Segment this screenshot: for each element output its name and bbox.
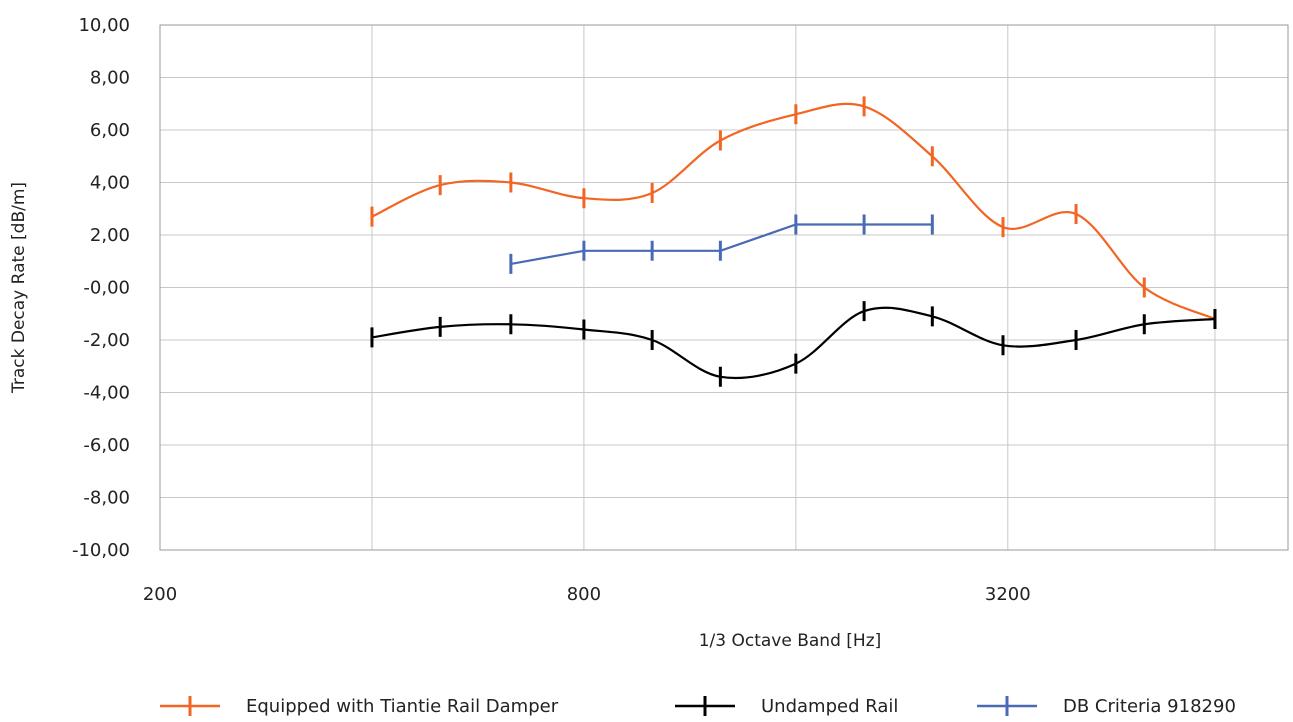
x-axis-ticks: 200 800 3200 <box>143 584 1031 605</box>
series-3 <box>509 214 934 274</box>
legend-label: Undamped Rail <box>761 696 898 717</box>
y-tick-label: -8,00 <box>83 488 130 509</box>
y-axis-ticks: 10,00 8,00 6,00 4,00 2,00 -0,00 -2,00 -4,00 -6,0… <box>72 15 130 561</box>
x-tick-label: 3200 <box>985 584 1031 605</box>
legend-item: Undamped Rail <box>675 696 898 717</box>
legend-item: Equipped with Tiantie Rail Damper <box>160 696 559 717</box>
y-axis-label: Track Decay Rate [dB/m] <box>9 182 29 394</box>
x-tick-label: 800 <box>567 584 601 605</box>
y-tick-label: 6,00 <box>90 120 130 141</box>
y-tick-label: -4,00 <box>83 383 130 404</box>
series <box>370 96 1217 387</box>
series-line <box>371 306 1216 380</box>
y-tick-label: 2,00 <box>90 225 130 246</box>
x-tick-label: 200 <box>143 584 177 605</box>
y-tick-label: 10,00 <box>78 15 130 36</box>
series-2 <box>370 301 1217 387</box>
series-line <box>371 102 1216 321</box>
legend-label: DB Criteria 918290 <box>1063 696 1236 717</box>
y-tick-label: -0,00 <box>83 278 130 299</box>
y-tick-label: 4,00 <box>90 173 130 194</box>
grid <box>159 24 1288 551</box>
y-tick-label: -6,00 <box>83 435 130 456</box>
y-tick-label: 8,00 <box>90 68 130 89</box>
series-1 <box>370 96 1217 329</box>
plot-area-frame <box>159 24 1289 551</box>
x-axis-label: 1/3 Octave Band [Hz] <box>699 631 882 651</box>
legend-item: DB Criteria 918290 <box>977 696 1236 717</box>
y-tick-label: -2,00 <box>83 330 130 351</box>
legend-label: Equipped with Tiantie Rail Damper <box>246 696 559 717</box>
legend: Equipped with Tiantie Rail Damper Undampe… <box>160 696 1236 717</box>
y-tick-label: -10,00 <box>72 540 130 561</box>
